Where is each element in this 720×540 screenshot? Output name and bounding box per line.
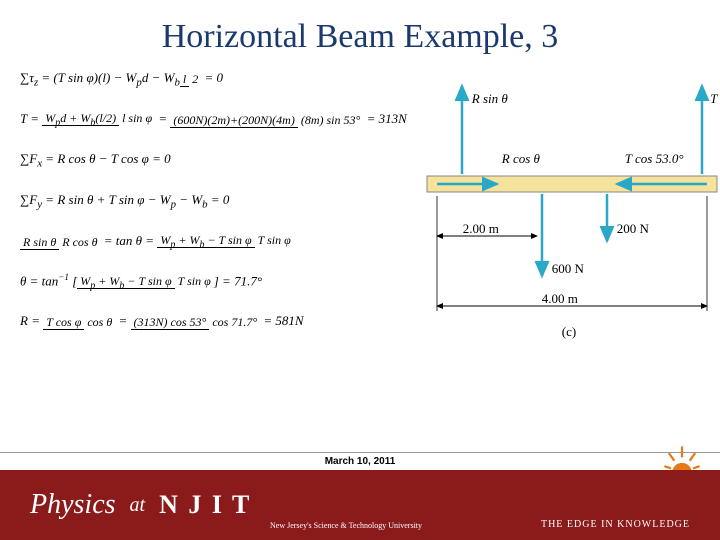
label-200n: 200 N bbox=[617, 221, 649, 237]
eq-theta: θ = tan−1 [Wp + Wb − T sin φT sin φ] = 7… bbox=[20, 269, 407, 295]
eq-tan: R sin θR cos θ = tan θ = Wp + Wb − T sin… bbox=[20, 229, 407, 255]
date-bar: March 10, 2011 bbox=[0, 452, 720, 470]
equations-column: ∑τz = (T sin φ)(l) − Wpd − Wbl2 = 0 T = … bbox=[20, 66, 407, 386]
page-title: Horizontal Beam Example, 3 bbox=[0, 0, 720, 66]
eq-R: R = T cos φcos θ = (313N) cos 53°cos 71.… bbox=[20, 309, 407, 334]
footer-subtag: New Jersey's Science & Technology Univer… bbox=[270, 521, 422, 530]
label-tsin: T sin 53.0° bbox=[710, 91, 720, 107]
eq-torque: ∑τz = (T sin φ)(l) − Wpd − Wbl2 = 0 bbox=[20, 66, 407, 93]
free-body-diagram: R sin θ T sin 53.0° R cos θ T cos 53.0° … bbox=[407, 66, 720, 386]
content-area: ∑τz = (T sin φ)(l) − Wpd − Wbl2 = 0 T = … bbox=[0, 66, 720, 386]
footer-banner: Physics at N J I T New Jersey's Science … bbox=[0, 470, 720, 540]
label-subfig: (c) bbox=[562, 324, 576, 340]
label-tcos: T cos 53.0° bbox=[625, 151, 684, 167]
label-2m: 2.00 m bbox=[463, 221, 499, 237]
label-4m: 4.00 m bbox=[542, 291, 578, 307]
label-rsin: R sin θ bbox=[472, 91, 508, 107]
eq-fy: ∑Fy = R sin θ + T sin φ − Wp − Wb = 0 bbox=[20, 188, 407, 215]
footer-tagline: THE EDGE IN KNOWLEDGE bbox=[541, 519, 690, 530]
label-rcos: R cos θ bbox=[502, 151, 540, 167]
footer-physics: Physics bbox=[30, 489, 116, 521]
label-600n: 600 N bbox=[552, 261, 584, 277]
eq-fx: ∑Fx = R cos θ − T cos φ = 0 bbox=[20, 147, 407, 174]
footer-at: at bbox=[130, 494, 146, 517]
eq-tension: T = Wpd + Wb(l/2)l sin φ = (600N)(2m)+(2… bbox=[20, 107, 407, 133]
footer-njit: N J I T bbox=[159, 490, 251, 520]
